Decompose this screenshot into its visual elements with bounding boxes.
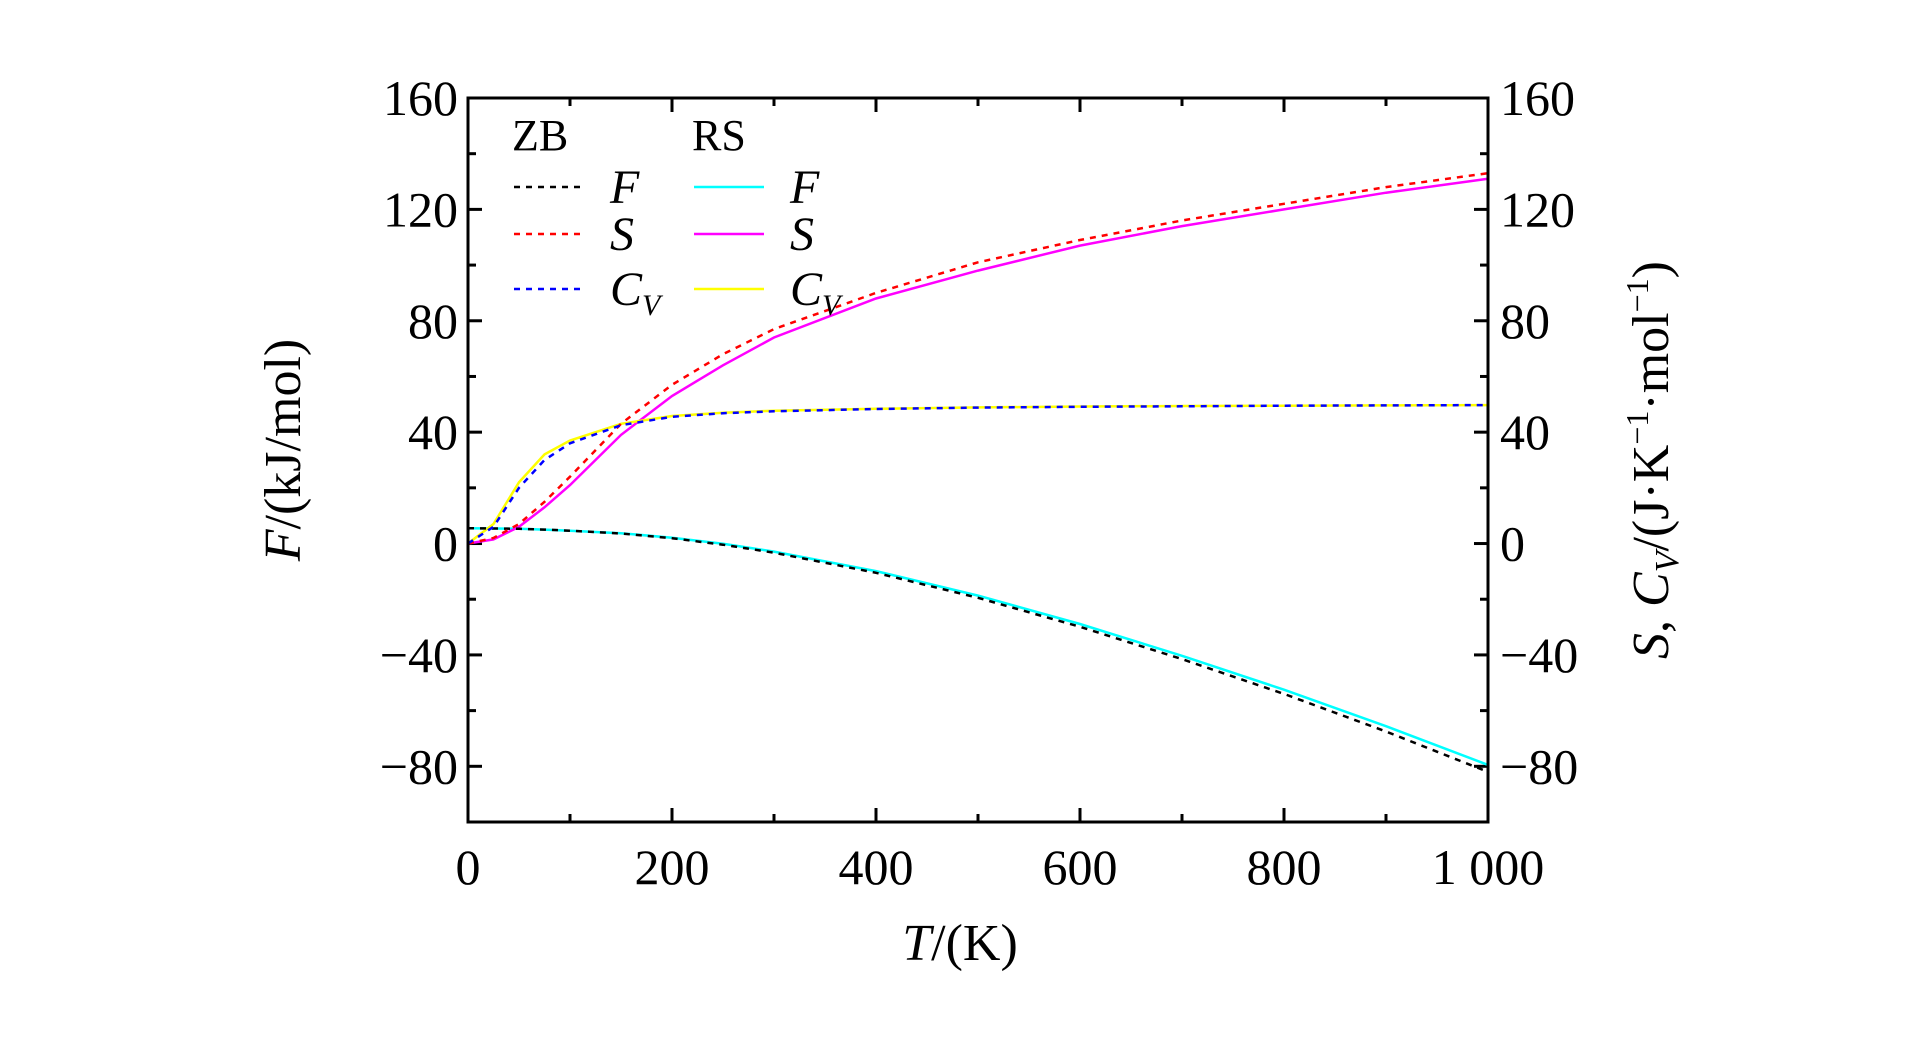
legend-group-rs: RS xyxy=(692,111,746,160)
series-rs-s-line xyxy=(467,177,1489,545)
x-tick-label: 0 xyxy=(456,839,481,895)
series-zb-cv-line xyxy=(467,403,1489,545)
y-tick-label-right: −80 xyxy=(1500,738,1578,794)
legend-label: CV xyxy=(790,263,844,322)
y-tick-label-left: −80 xyxy=(380,738,458,794)
y-tick-label-right: 160 xyxy=(1500,70,1575,126)
legend-group-zb: ZB xyxy=(512,111,568,160)
x-tick-label: 800 xyxy=(1247,839,1322,895)
y-tick-label-right: 120 xyxy=(1500,181,1575,237)
plot-series xyxy=(467,171,1489,774)
x-tick-label: 400 xyxy=(839,839,914,895)
y-tick-label-left: 80 xyxy=(408,293,458,349)
y-axis-title-left: F/(kJ/mol) xyxy=(255,339,312,562)
y-axis-title-right: S, CV/(J·K−1·mol−1) xyxy=(1619,261,1686,659)
tick-labels: 0 200 400 600 800 1 000 −80 −80 −40 −40 0 0 40 40 80 80… xyxy=(380,70,1578,895)
y-tick-label-right: 0 xyxy=(1500,516,1525,572)
series-zb-f-line xyxy=(467,526,1489,774)
y-tick-label-right: 40 xyxy=(1500,404,1550,460)
y-tick-label-left: −40 xyxy=(380,627,458,683)
legend-label: F xyxy=(609,161,640,214)
x-tick-label: 600 xyxy=(1043,839,1118,895)
series-zb-s-line xyxy=(467,171,1489,545)
y-tick-label-left: 160 xyxy=(383,70,458,126)
x-tick-label: 200 xyxy=(635,839,710,895)
legend-label: S xyxy=(610,208,634,261)
legend-label: F xyxy=(789,161,820,214)
y-tick-label-left: 120 xyxy=(383,181,458,237)
y-tick-label-right: 80 xyxy=(1500,293,1550,349)
legend-label: S xyxy=(790,208,814,261)
y-tick-label-right: −40 xyxy=(1500,627,1578,683)
x-tick-label: 1 000 xyxy=(1432,839,1545,895)
series-rs-cv-line xyxy=(467,403,1489,545)
x-axis-title: T/(K) xyxy=(902,915,1018,972)
legend-label: CV xyxy=(610,263,664,322)
series-rs-f-line xyxy=(467,526,1489,767)
y-tick-label-left: 0 xyxy=(433,516,458,572)
y-tick-label-left: 40 xyxy=(408,404,458,460)
plot-frame xyxy=(466,96,1490,824)
